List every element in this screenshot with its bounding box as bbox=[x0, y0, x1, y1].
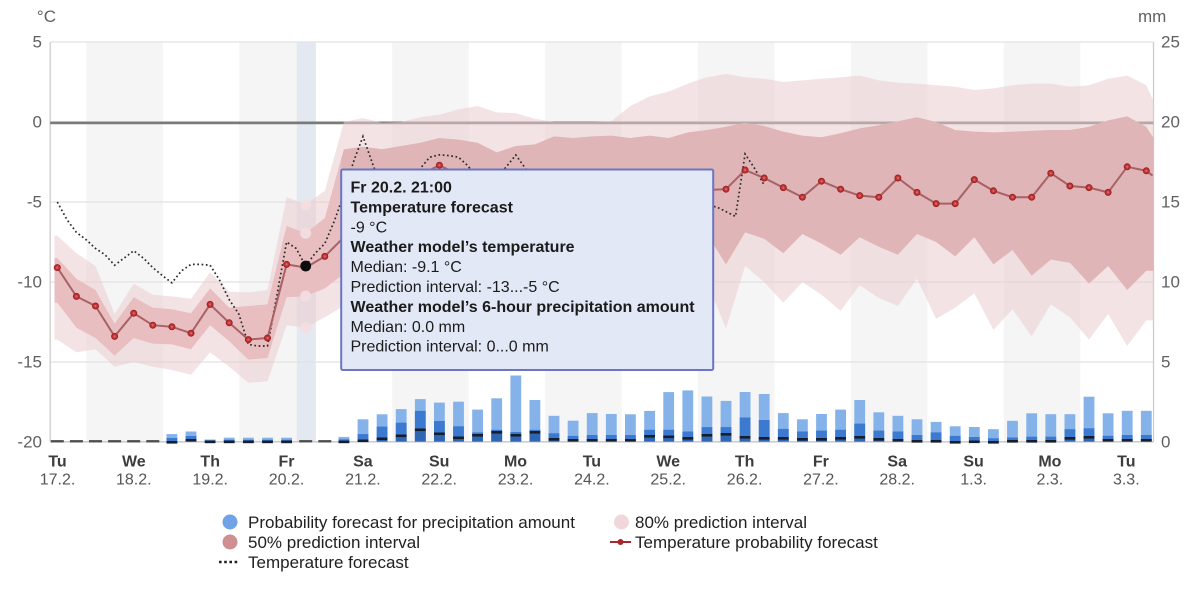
svg-text:Tu: Tu bbox=[583, 454, 601, 471]
svg-text:Fr: Fr bbox=[279, 454, 295, 471]
svg-text:0: 0 bbox=[1161, 433, 1170, 452]
svg-text:50% prediction interval: 50% prediction interval bbox=[248, 533, 420, 552]
svg-text:21.2.: 21.2. bbox=[345, 472, 381, 489]
svg-text:15: 15 bbox=[1161, 193, 1180, 212]
svg-text:25: 25 bbox=[1161, 33, 1180, 52]
svg-text:-15: -15 bbox=[17, 353, 42, 372]
svg-text:Tu: Tu bbox=[48, 454, 66, 471]
svg-text:22.2.: 22.2. bbox=[421, 472, 457, 489]
svg-text:We: We bbox=[122, 454, 146, 471]
svg-text:Prediction interval: -13...-5: Prediction interval: -13...-5 °C bbox=[351, 279, 560, 296]
svg-text:24.2.: 24.2. bbox=[574, 472, 610, 489]
svg-text:Temperature forecast: Temperature forecast bbox=[351, 199, 514, 216]
svg-text:2.3.: 2.3. bbox=[1037, 472, 1064, 489]
svg-text:mm: mm bbox=[1138, 7, 1166, 26]
svg-text:Temperature forecast: Temperature forecast bbox=[248, 553, 409, 572]
svg-text:20.2.: 20.2. bbox=[269, 472, 305, 489]
svg-text:Sa: Sa bbox=[353, 454, 373, 471]
svg-text:5: 5 bbox=[1161, 353, 1170, 372]
svg-text:Probability forecast for preci: Probability forecast for precipitation a… bbox=[248, 513, 575, 532]
svg-text:23.2.: 23.2. bbox=[498, 472, 534, 489]
svg-text:3.3.: 3.3. bbox=[1113, 472, 1140, 489]
svg-text:Prediction interval: 0...0 mm: Prediction interval: 0...0 mm bbox=[351, 339, 549, 356]
svg-text:Su: Su bbox=[963, 454, 983, 471]
svg-text:10: 10 bbox=[1161, 273, 1180, 292]
svg-text:5: 5 bbox=[33, 33, 42, 52]
svg-text:Fr 20.2. 21:00: Fr 20.2. 21:00 bbox=[351, 180, 453, 197]
svg-text:-9 °C: -9 °C bbox=[351, 219, 388, 236]
svg-text:0: 0 bbox=[33, 113, 42, 132]
svg-text:-5: -5 bbox=[27, 193, 42, 212]
svg-text:19.2.: 19.2. bbox=[192, 472, 228, 489]
svg-text:Median: -9.1 °C: Median: -9.1 °C bbox=[351, 259, 462, 276]
svg-text:Temperature probability foreca: Temperature probability forecast bbox=[635, 533, 878, 552]
svg-text:Tu: Tu bbox=[1117, 454, 1135, 471]
svg-text:20: 20 bbox=[1161, 113, 1180, 132]
svg-text:-10: -10 bbox=[17, 273, 42, 292]
svg-text:28.2.: 28.2. bbox=[879, 472, 915, 489]
svg-text:Sa: Sa bbox=[887, 454, 907, 471]
svg-text:26.2.: 26.2. bbox=[727, 472, 763, 489]
svg-text:Fr: Fr bbox=[813, 454, 829, 471]
svg-text:Su: Su bbox=[429, 454, 449, 471]
svg-text:Mo: Mo bbox=[1038, 454, 1061, 471]
svg-text:°C: °C bbox=[37, 7, 56, 26]
svg-text:We: We bbox=[656, 454, 680, 471]
svg-text:Median: 0.0 mm: Median: 0.0 mm bbox=[351, 319, 466, 336]
svg-text:Weather model’s 6-hour precipi: Weather model’s 6-hour precipitation amo… bbox=[351, 299, 696, 316]
svg-text:25.2.: 25.2. bbox=[650, 472, 686, 489]
svg-text:Weather model’s temperature: Weather model’s temperature bbox=[351, 239, 575, 256]
svg-text:1.3.: 1.3. bbox=[960, 472, 987, 489]
svg-text:18.2.: 18.2. bbox=[116, 472, 152, 489]
svg-text:27.2.: 27.2. bbox=[803, 472, 839, 489]
svg-text:17.2.: 17.2. bbox=[40, 472, 76, 489]
svg-text:80% prediction interval: 80% prediction interval bbox=[635, 513, 807, 532]
svg-text:Th: Th bbox=[735, 454, 755, 471]
svg-text:Th: Th bbox=[200, 454, 220, 471]
svg-text:Mo: Mo bbox=[504, 454, 527, 471]
svg-text:-20: -20 bbox=[17, 433, 42, 452]
